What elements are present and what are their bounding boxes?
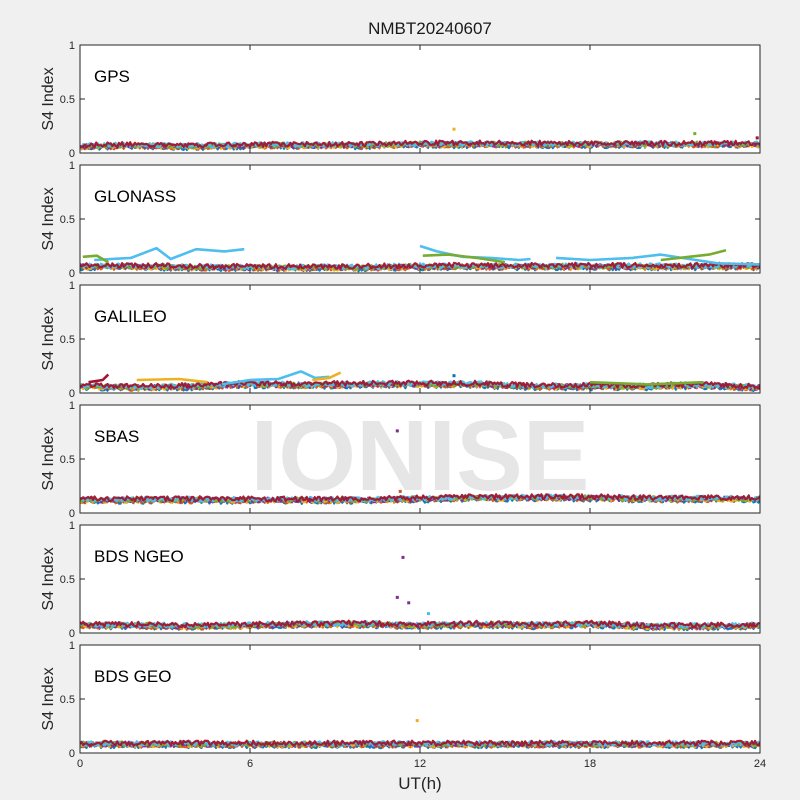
x-tick-label: 0 (77, 758, 83, 770)
series-trace (94, 246, 245, 262)
series-trace (660, 249, 727, 262)
series-trace (88, 373, 110, 384)
data-point (395, 595, 399, 599)
series-line (80, 139, 760, 149)
panel-bds-geo: 0 0.5 1 S4 Index BDS GEO 0 6 12 18 24 (40, 640, 766, 770)
y-tick-label: 0 (69, 148, 75, 160)
plot-area (80, 525, 760, 633)
series-trace (82, 254, 109, 264)
watermark-text: IONISE (251, 400, 590, 512)
y-tick-label: 1 (69, 640, 75, 652)
panel-label: GPS (94, 67, 130, 86)
plot-marks (80, 244, 760, 273)
x-tick-label: 18 (584, 758, 596, 770)
chart-title: NMBT20240607 (368, 19, 492, 38)
y-tick-label: 0 (69, 508, 75, 520)
plot-marks (80, 429, 760, 505)
y-tick-label: 0.5 (60, 574, 75, 586)
panel-gps: 0 0.5 1 S4 Index GPS (40, 40, 761, 160)
series-trace (555, 253, 760, 266)
plot-area (80, 405, 760, 513)
y-tick-label: 1 (69, 520, 75, 532)
plot-area (80, 645, 760, 753)
data-point (407, 601, 411, 605)
x-tick-label: 6 (247, 758, 253, 770)
panels-layer: 0 0.5 1 S4 Index GPS 0 0.5 1 S4 Index GLONASS 0 0.5… (40, 40, 766, 770)
plot-marks (80, 719, 760, 750)
y-tick-label: 1 (69, 400, 75, 412)
plot-marks (80, 127, 760, 152)
panel-label: GLONASS (94, 187, 176, 206)
series-line (80, 619, 760, 629)
y-axis-label: S4 Index (40, 307, 57, 370)
data-point (398, 489, 402, 493)
y-tick-label: 1 (69, 280, 75, 292)
series-line (80, 739, 760, 747)
series-trace (221, 370, 330, 386)
x-tick-label: 12 (414, 758, 426, 770)
panel-label: GALILEO (94, 307, 167, 326)
panel-bds-ngeo: 0 0.5 1 S4 Index BDS NGEO (40, 520, 761, 640)
data-point (693, 132, 697, 136)
y-tick-label: 0.5 (60, 694, 75, 706)
panel-sbas: 0 0.5 1 S4 Index SBAS (40, 400, 761, 520)
y-tick-label: 0 (69, 268, 75, 280)
y-tick-label: 0.5 (60, 214, 75, 226)
y-tick-label: 1 (69, 160, 75, 172)
y-axis-label: S4 Index (40, 187, 57, 250)
x-axis-label: UT(h) (398, 774, 441, 793)
plot-area (80, 45, 760, 153)
y-tick-label: 0 (69, 388, 75, 400)
series-trace (422, 253, 506, 264)
panel-label: BDS GEO (94, 667, 171, 686)
plot-marks (80, 555, 760, 632)
y-axis-label: S4 Index (40, 67, 57, 130)
panel-glonass: 0 0.5 1 S4 Index GLONASS (40, 160, 761, 280)
data-point (401, 555, 405, 559)
y-tick-label: 0 (69, 628, 75, 640)
series-line (80, 261, 760, 270)
y-axis-label: S4 Index (40, 427, 57, 490)
x-tick-label: 24 (754, 758, 766, 770)
data-point (755, 136, 759, 140)
y-tick-label: 0.5 (60, 454, 75, 466)
y-tick-label: 0.5 (60, 94, 75, 106)
y-tick-label: 0.5 (60, 334, 75, 346)
data-point (452, 374, 456, 378)
data-point (395, 429, 399, 433)
series-trace (136, 377, 208, 384)
data-point (427, 612, 430, 616)
y-axis-label: S4 Index (40, 667, 57, 730)
plot-area (80, 285, 760, 393)
panel-label: BDS NGEO (94, 547, 184, 566)
panel-label: SBAS (94, 427, 139, 446)
y-axis-label: S4 Index (40, 547, 57, 610)
plot-marks (80, 370, 760, 392)
data-point (415, 719, 419, 723)
data-point (452, 127, 456, 131)
y-tick-label: 0 (69, 748, 75, 760)
series-trace (312, 371, 342, 382)
plot-area (80, 165, 760, 273)
y-tick-label: 1 (69, 40, 75, 52)
panel-galileo: 0 0.5 1 S4 Index GALILEO (40, 280, 761, 400)
series-trace (589, 380, 704, 386)
series-line (80, 493, 760, 503)
